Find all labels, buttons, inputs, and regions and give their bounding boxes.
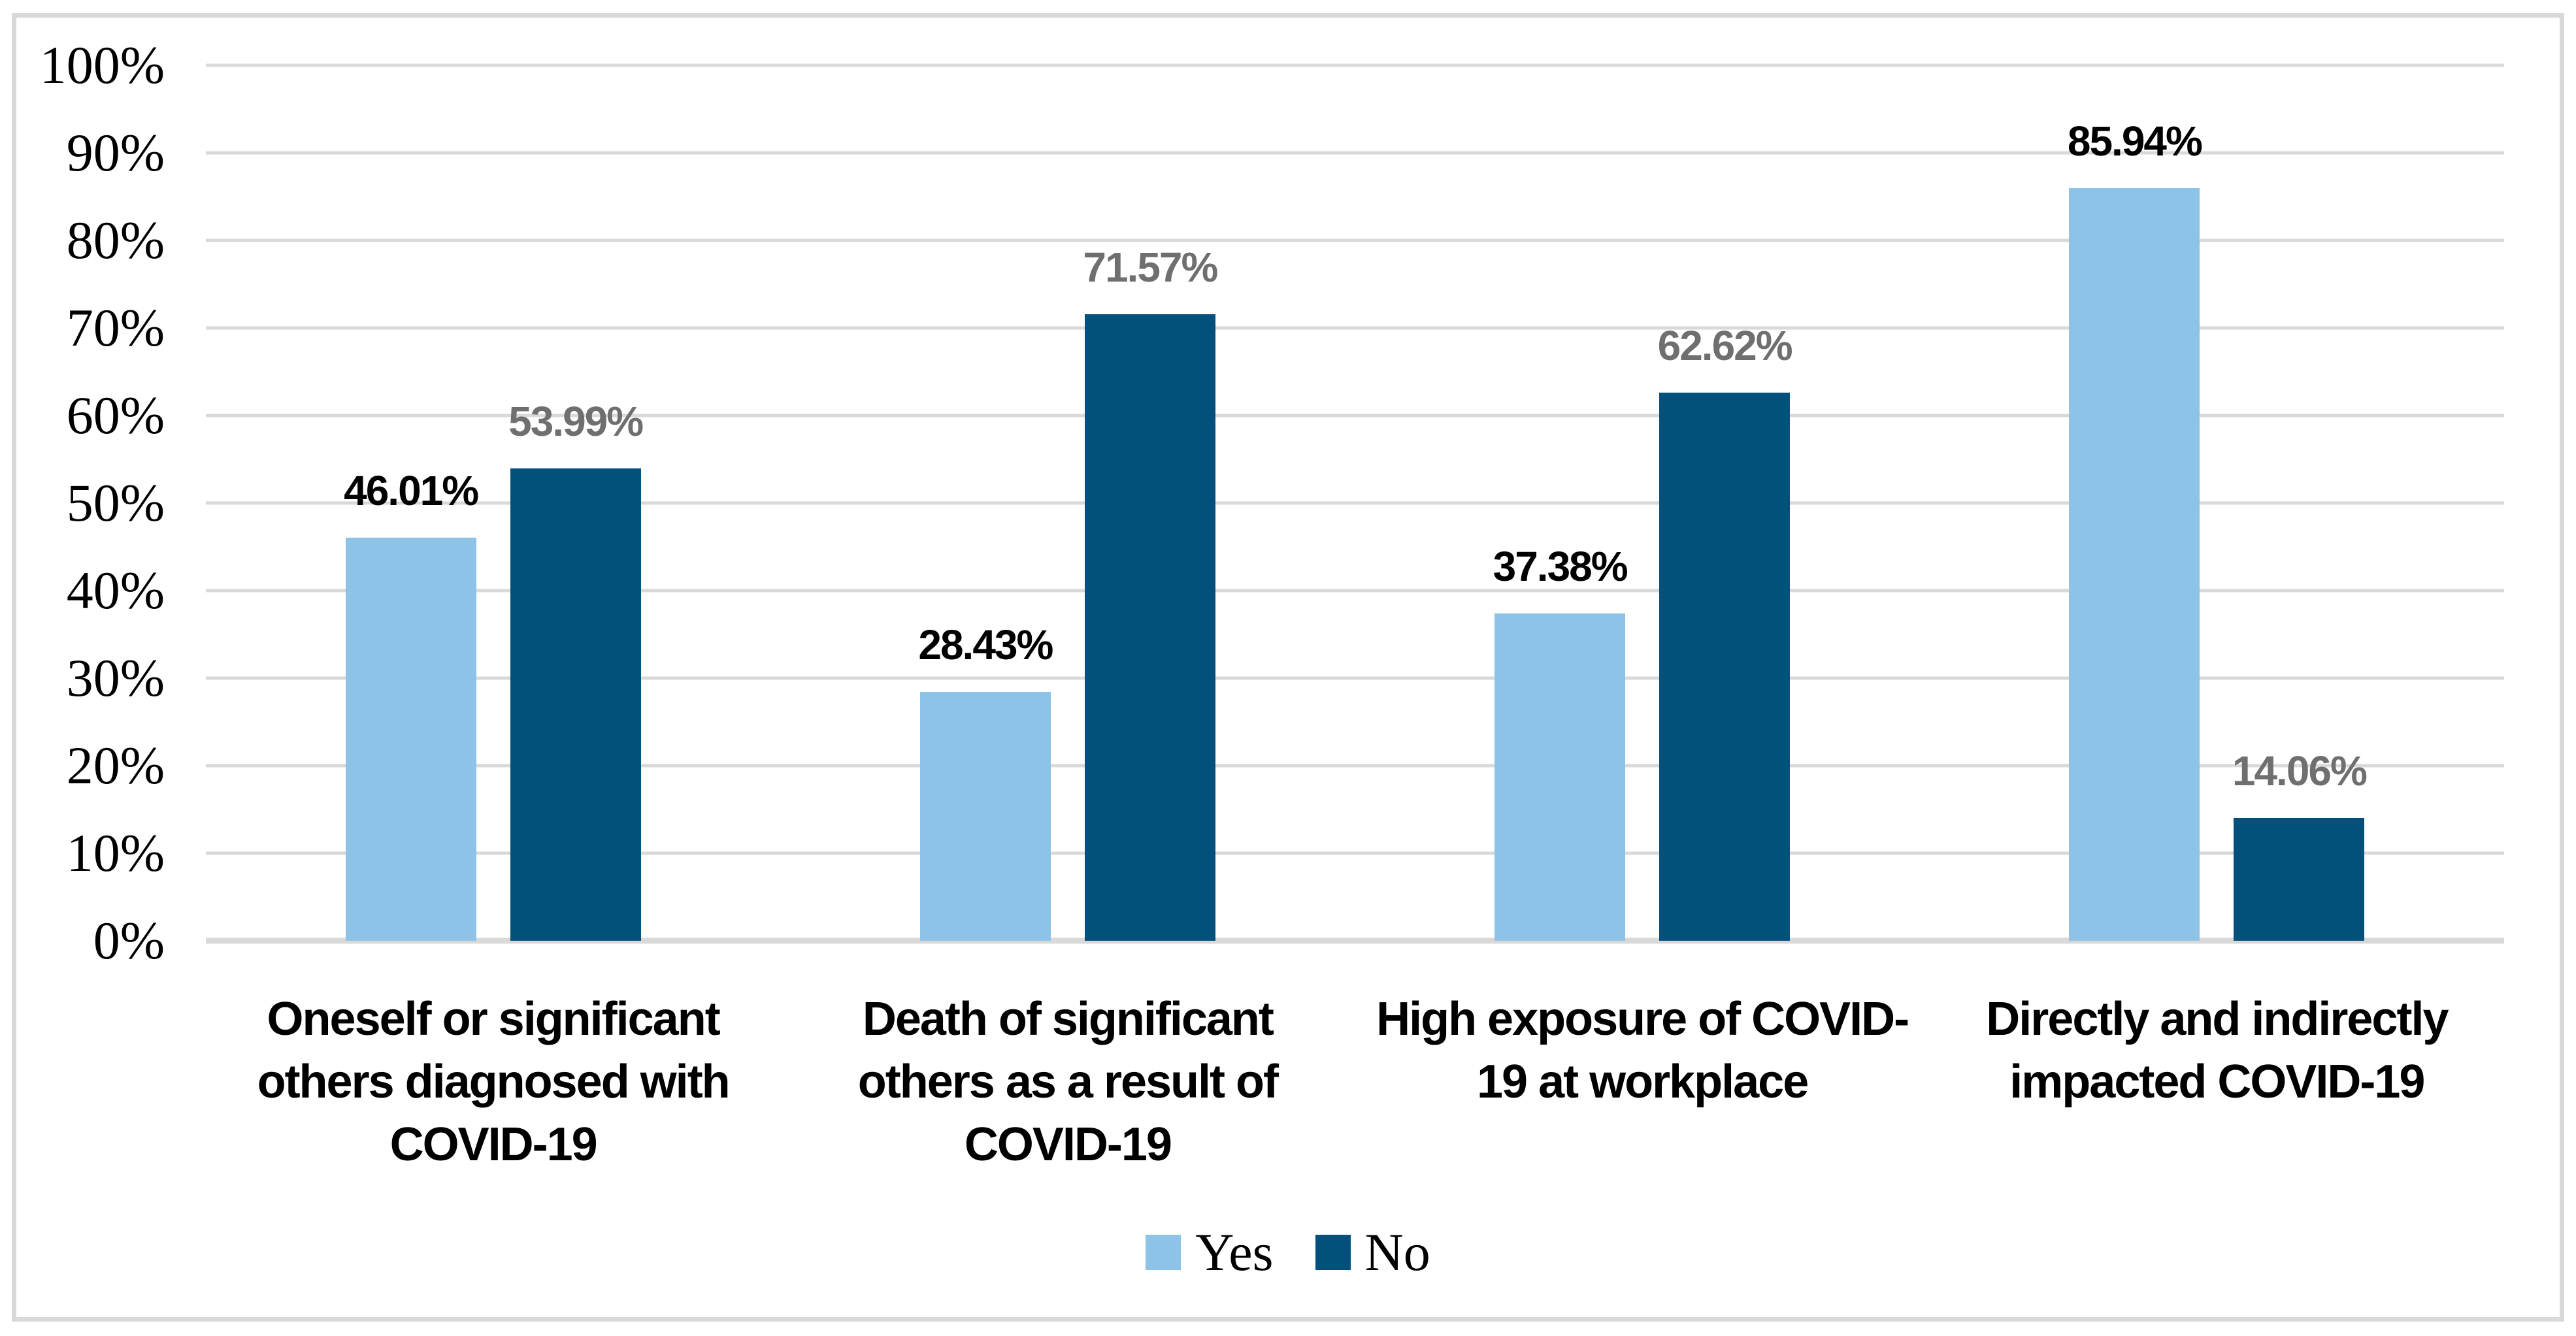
legend: Yes No <box>0 1226 2576 1279</box>
bar-yes: 28.43% <box>918 624 1053 941</box>
bar-no: 71.57% <box>1083 246 1218 941</box>
bar-value-label: 85.94% <box>2067 118 2203 165</box>
bar-group: 37.38% 62.62% <box>1355 65 1930 941</box>
y-tick-label: 80% <box>66 210 165 270</box>
y-gridline <box>206 589 2504 593</box>
category-label: Oneself or significant others diagnosed … <box>257 993 731 1171</box>
y-tick-label: 10% <box>66 823 165 883</box>
bar-group: 46.01% 53.99% <box>206 65 780 941</box>
y-tick-label: 90% <box>66 123 165 182</box>
bar-no: 14.06% <box>2232 750 2368 941</box>
bar-group: 28.43% 71.57% <box>780 65 1355 941</box>
x-axis-line <box>206 937 2504 944</box>
y-tick-label: 70% <box>66 298 165 357</box>
bar-value-label: 28.43% <box>918 621 1053 669</box>
bar-value-label: 37.38% <box>1493 543 1628 591</box>
y-tick-label: 60% <box>66 385 165 445</box>
bar-group: 85.94% 14.06% <box>1930 65 2504 941</box>
y-tick-label: 50% <box>66 473 165 532</box>
bar-no: 62.62% <box>1658 325 1793 941</box>
y-gridline <box>206 764 2504 768</box>
y-gridline <box>206 414 2504 417</box>
gridlines-layer <box>206 63 2504 944</box>
legend-swatch-icon <box>1315 1235 1351 1270</box>
y-gridline <box>206 326 2504 330</box>
bar-groups-layer: 46.01% 53.99% 28.43% 71.57% 37.38% 62.62% 85.9… <box>206 65 2504 941</box>
legend-label: No <box>1364 1222 1430 1282</box>
y-gridline <box>206 501 2504 505</box>
x-axis-category-labels: Oneself or significant others diagnosed … <box>206 988 2504 1176</box>
category-label: High exposure of COVID- 19 at workplace <box>1376 993 1909 1108</box>
bar-yes: 46.01% <box>344 470 479 941</box>
bar-yes: 85.94% <box>2068 120 2203 941</box>
y-gridline <box>206 676 2504 680</box>
y-gridline <box>206 151 2504 155</box>
y-tick-label: 30% <box>66 648 165 708</box>
plot-area: 46.01% 53.99% 28.43% 71.57% 37.38% 62.62% 85.9… <box>206 63 2504 944</box>
bar-yes: 37.38% <box>1493 546 1628 941</box>
bar-value-label: 14.06% <box>2232 747 2368 794</box>
legend-item-yes: Yes <box>1146 1222 1274 1282</box>
y-tick-label: 0% <box>93 911 165 970</box>
y-gridline <box>206 63 2504 67</box>
bar-no: 53.99% <box>508 400 644 941</box>
legend-item-no: No <box>1315 1226 1430 1279</box>
y-tick-label: 40% <box>66 561 165 620</box>
y-gridline <box>206 851 2504 855</box>
bar-value-label: 46.01% <box>344 467 479 515</box>
bar-value-label: 53.99% <box>508 397 644 445</box>
category-label: Death of significant others as a result … <box>857 993 1279 1171</box>
bar-value-label: 62.62% <box>1657 321 1793 369</box>
legend-label: Yes <box>1195 1222 1274 1282</box>
category-label: Directly and indirectly impacted COVID-1… <box>1986 993 2449 1108</box>
y-gridline <box>206 238 2504 242</box>
bar-value-label: 71.57% <box>1083 243 1218 291</box>
y-tick-label: 100% <box>39 35 165 95</box>
y-axis: 0% 10% 20% 30% 40% 50% 60% 70% 80% 90% 100% <box>0 39 165 968</box>
legend-swatch-icon <box>1146 1235 1181 1270</box>
y-tick-label: 20% <box>66 736 165 795</box>
